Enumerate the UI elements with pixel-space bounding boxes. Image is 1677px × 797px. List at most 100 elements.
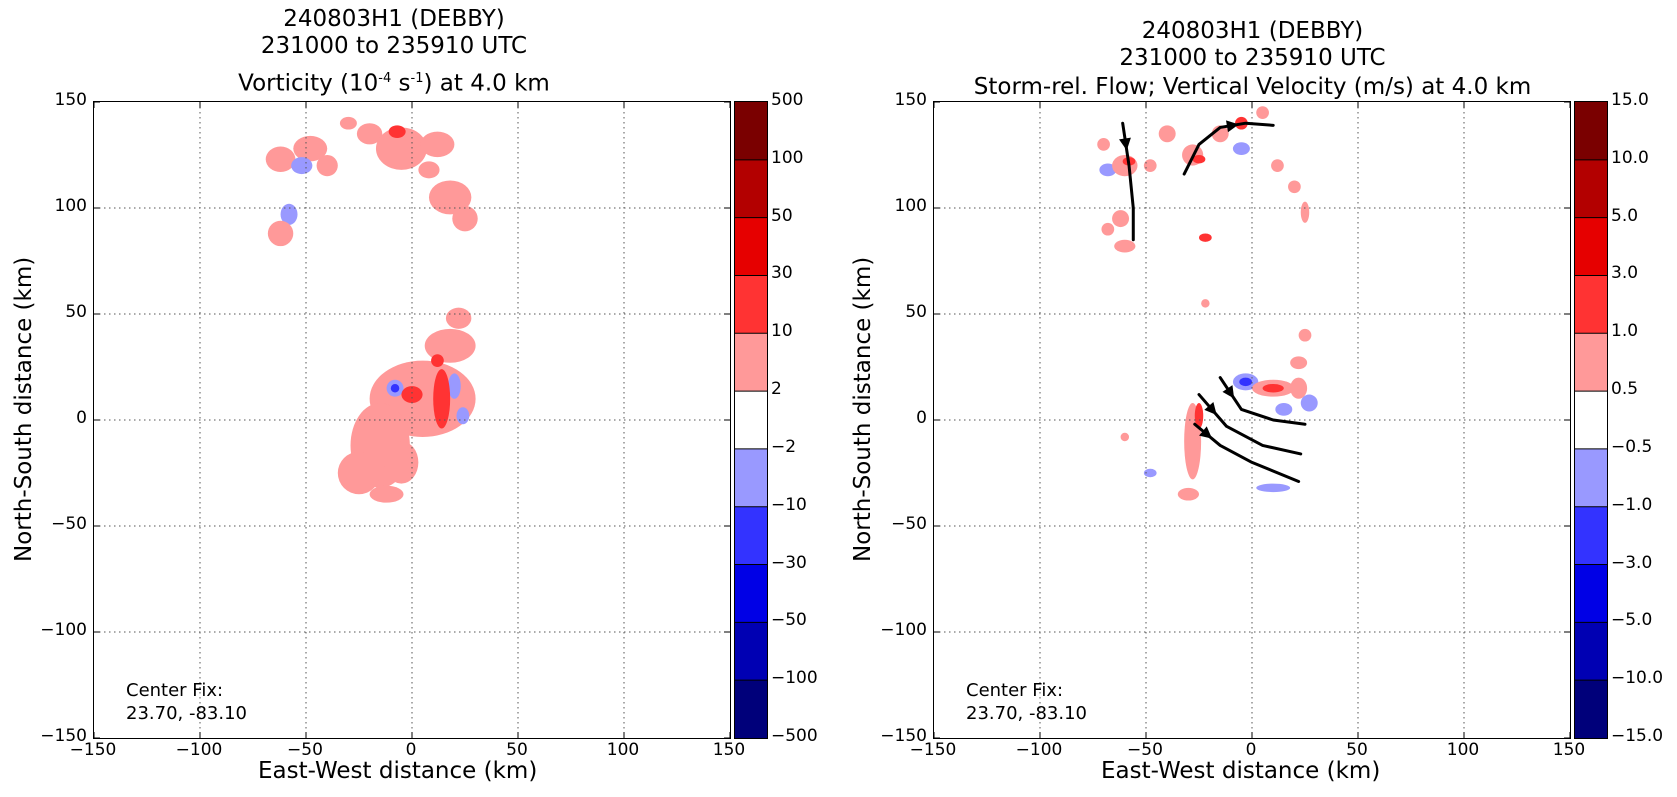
vorticity-panel: 240803H1 (DEBBY) 231000 to 235910 UTC Vo… <box>0 0 838 797</box>
colorbar-cell <box>735 333 767 392</box>
contour-patch <box>339 116 357 130</box>
contour-patch <box>448 373 461 399</box>
contour-patch <box>1158 125 1176 143</box>
contour-patch <box>1232 142 1250 155</box>
colorbar-cell <box>1575 217 1607 276</box>
colorbar-tick-label: 0.5 <box>1611 379 1639 400</box>
streamline-arrowhead <box>1222 385 1235 399</box>
contour-patch <box>1177 487 1199 501</box>
vorticity-plot-area: Center Fix: 23.70, -83.10 <box>93 101 731 739</box>
colorbar-tick-label: −50 <box>771 610 807 631</box>
velocity-plot-area: Center Fix: 23.70, -83.10 <box>933 101 1571 739</box>
contour-patch <box>445 307 472 329</box>
streamline-arrowhead <box>1204 401 1217 415</box>
velocity-field <box>934 102 1570 738</box>
y-tick-label: 50 <box>905 302 927 322</box>
colorbar-tick-label: 15.0 <box>1611 90 1649 110</box>
y-axis-label: North-South distance (km) <box>850 256 876 562</box>
contour-patch <box>1271 159 1284 172</box>
contour-patch <box>375 127 427 170</box>
contour-patch <box>433 369 451 429</box>
contour-patch <box>1194 403 1204 429</box>
colorbar-tick-label: 30 <box>771 263 793 284</box>
contour-patch <box>1288 180 1301 194</box>
contour-patch <box>456 407 470 425</box>
vorticity-field <box>94 102 730 738</box>
streamline-arrowhead <box>1119 137 1131 151</box>
contour-patch <box>1298 328 1312 342</box>
x-tick-label: 150 <box>1552 740 1586 760</box>
contour-patch <box>337 451 381 495</box>
contour-patch <box>1099 163 1117 177</box>
chart-title-line-1: 240803H1 (DEBBY) <box>1141 18 1364 44</box>
center-fix-label: Center Fix: <box>966 680 1064 701</box>
x-tick-label: 150 <box>712 740 746 760</box>
contour-patch <box>428 180 472 215</box>
contour-patch <box>424 328 476 363</box>
y-tick-label: 150 <box>894 90 927 110</box>
center-fix-value: 23.70, -83.10 <box>126 703 247 724</box>
contour-patch <box>1256 483 1291 493</box>
contour-patch <box>1120 432 1130 442</box>
x-tick-label: 100 <box>606 740 640 760</box>
colorbar-cell <box>1575 159 1607 219</box>
colorbar-cell <box>735 564 767 623</box>
colorbar-cell <box>1575 622 1607 681</box>
contour-patch <box>431 354 444 367</box>
contour-patch <box>1290 356 1308 370</box>
y-tick-label: −100 <box>40 620 87 640</box>
contour-patch <box>384 441 419 484</box>
colorbar-tick-label: −10.0 <box>1611 668 1664 689</box>
colorbar-tick-label: −30 <box>771 552 807 573</box>
colorbar-tick-label: −500 <box>771 726 818 746</box>
contour-patch <box>293 135 328 162</box>
y-tick-label: −150 <box>880 726 927 746</box>
colorbar-tick-label: 100 <box>771 147 804 168</box>
colorbar-cell <box>735 506 767 566</box>
x-tick-label: 0 <box>405 740 417 760</box>
x-tick-label: 100 <box>1446 740 1480 760</box>
colorbar-cell <box>735 159 767 219</box>
contour-patch <box>1114 239 1136 253</box>
chart-title-line-3: Storm-rel. Flow; Vertical Velocity (m/s)… <box>973 74 1532 100</box>
contour-patch <box>1256 106 1269 119</box>
y-tick-label: 100 <box>894 196 927 216</box>
colorbar-tick-label: 50 <box>771 205 793 226</box>
contour-patch <box>1300 394 1318 412</box>
colorbar-tick-label: −100 <box>771 668 818 689</box>
x-axis-label: East-West distance (km) <box>258 758 538 784</box>
contour-patch <box>452 205 478 232</box>
x-tick-label: −100 <box>175 740 223 760</box>
x-tick-label: −150 <box>909 740 957 760</box>
velocity-colorbar <box>1574 101 1608 739</box>
colorbar-cell <box>1575 680 1607 738</box>
y-tick-label: 50 <box>65 302 87 322</box>
contour-patch <box>267 220 294 247</box>
contour-patch <box>1112 210 1130 228</box>
contour-patch <box>1290 377 1308 399</box>
vorticity-colorbar <box>734 101 768 739</box>
colorbar-cell <box>1575 275 1607 334</box>
x-axis-label: East-West distance (km) <box>1101 758 1381 784</box>
contour-patch <box>369 485 404 503</box>
y-tick-label: −100 <box>880 620 927 640</box>
colorbar-cell <box>1575 102 1607 161</box>
contour-patch <box>280 203 298 225</box>
contour-patch <box>291 157 313 175</box>
colorbar-tick-label: 10 <box>771 321 793 342</box>
colorbar-tick-label: −2 <box>771 436 797 457</box>
contour-patch <box>265 146 296 172</box>
contour-patch <box>1201 299 1210 308</box>
colorbar-tick-label: 1.0 <box>1611 321 1639 342</box>
vertical-velocity-panel: 240803H1 (DEBBY) 231000 to 235910 UTC St… <box>838 0 1677 797</box>
chart-title-line-3: Vorticity (10-4 s-1) at 4.0 km <box>238 70 550 97</box>
x-tick-label: 50 <box>506 740 528 760</box>
y-tick-label: 150 <box>54 90 87 110</box>
chart-title-line-1: 240803H1 (DEBBY) <box>283 6 505 32</box>
colorbar-tick-label: 10.0 <box>1611 147 1649 168</box>
contour-patch <box>1300 201 1310 223</box>
y-tick-label: 0 <box>916 408 927 428</box>
contour-patch <box>1275 403 1293 416</box>
contour-patch <box>1239 377 1252 387</box>
colorbar-cell <box>1575 448 1607 508</box>
